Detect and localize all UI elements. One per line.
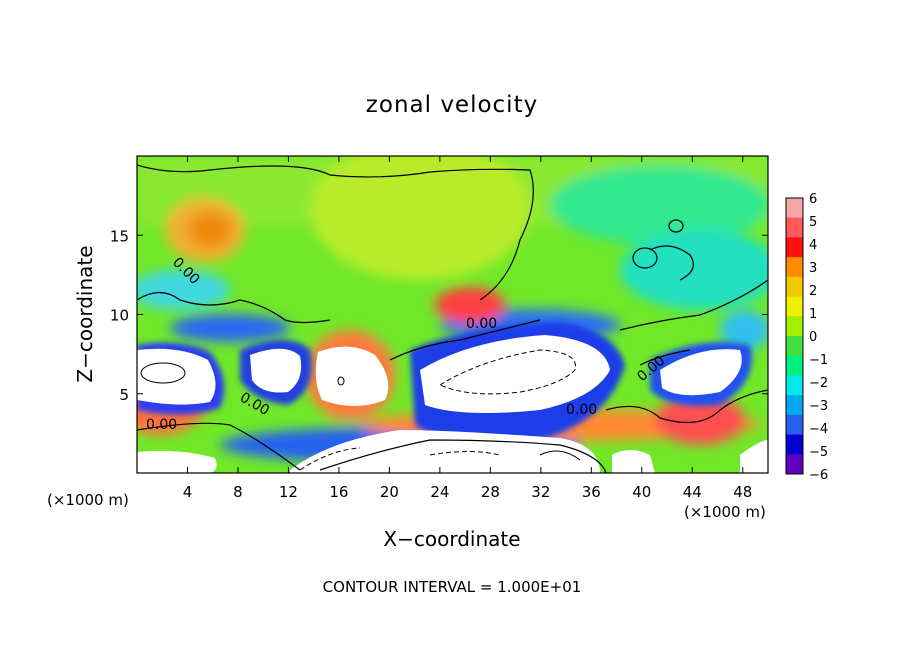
x-tick-label: 8 (233, 483, 243, 501)
colorbar-label: 0 (809, 330, 817, 345)
colorbar-label: −6 (809, 468, 828, 483)
colorbar: 6 5 4 3 2 1 0 −1 −2 −3 −4 −5 −6 (785, 192, 828, 483)
x-tick-label: 12 (279, 483, 298, 501)
x-axis: 4 8 12 16 20 24 28 32 36 40 44 48 (183, 156, 752, 501)
colorbar-swatch (786, 454, 803, 475)
heatmap-field: 0.00 0.00 0.00 0.00 0.00 0.00 (137, 156, 768, 473)
colorbar-swatch (786, 375, 803, 396)
colorbar-swatch (786, 336, 803, 357)
colorbar-label: −3 (809, 399, 828, 414)
contour-label: 0.00 (566, 402, 597, 418)
x-tick-label: 16 (329, 483, 348, 501)
colorbar-swatch (786, 316, 803, 337)
colorbar-label: 5 (809, 215, 817, 230)
colorbar-swatch (786, 395, 803, 416)
colorbar-swatch (786, 257, 803, 278)
x-tick-label: 24 (430, 483, 449, 501)
colorbar-label: 1 (809, 307, 817, 322)
colorbar-label: −5 (809, 445, 828, 460)
colorbar-label: 3 (809, 261, 817, 276)
colorbar-swatch (786, 198, 803, 219)
y-tick-label: 15 (110, 227, 129, 245)
y-tick-label: 10 (110, 307, 129, 325)
x-tick-label: 44 (683, 483, 702, 501)
x-tick-label: 28 (481, 483, 500, 501)
colorbar-label: 6 (809, 192, 817, 207)
x-tick-label: 48 (733, 483, 752, 501)
colorbar-swatch (786, 237, 803, 258)
colorbar-label: −2 (809, 376, 828, 391)
x-tick-label: 20 (380, 483, 399, 501)
y-axis-label: Z−coordinate (73, 245, 97, 382)
contour-interval-note: CONTOUR INTERVAL = 1.000E+01 (323, 578, 582, 596)
y-axis: 5 10 15 (110, 227, 768, 404)
x-tick-label: 40 (632, 483, 651, 501)
x-tick-label: 32 (531, 483, 550, 501)
colorbar-swatch (786, 217, 803, 238)
colorbar-label: 4 (809, 238, 817, 253)
x-unit-right: (×1000 m) (684, 503, 766, 521)
contour-label: 0.00 (466, 316, 497, 332)
colorbar-swatch (786, 414, 803, 436)
colorbar-label: −4 (809, 422, 828, 437)
colorbar-swatch (786, 355, 803, 376)
colorbar-label: −1 (809, 353, 828, 368)
x-axis-label: X−coordinate (383, 527, 520, 551)
x-unit-left: (×1000 m) (47, 491, 129, 509)
chart-title: zonal velocity (366, 92, 538, 118)
colorbar-frame (785, 197, 804, 475)
colorbar-label: 2 (809, 284, 817, 299)
colorbar-swatch (786, 434, 803, 455)
colorbar-swatch (786, 276, 803, 298)
x-tick-label: 4 (183, 483, 193, 501)
contour-label: 0.00 (146, 417, 177, 433)
colorbar-swatch (786, 296, 803, 317)
y-tick-label: 5 (119, 386, 129, 404)
x-tick-label: 36 (582, 483, 601, 501)
